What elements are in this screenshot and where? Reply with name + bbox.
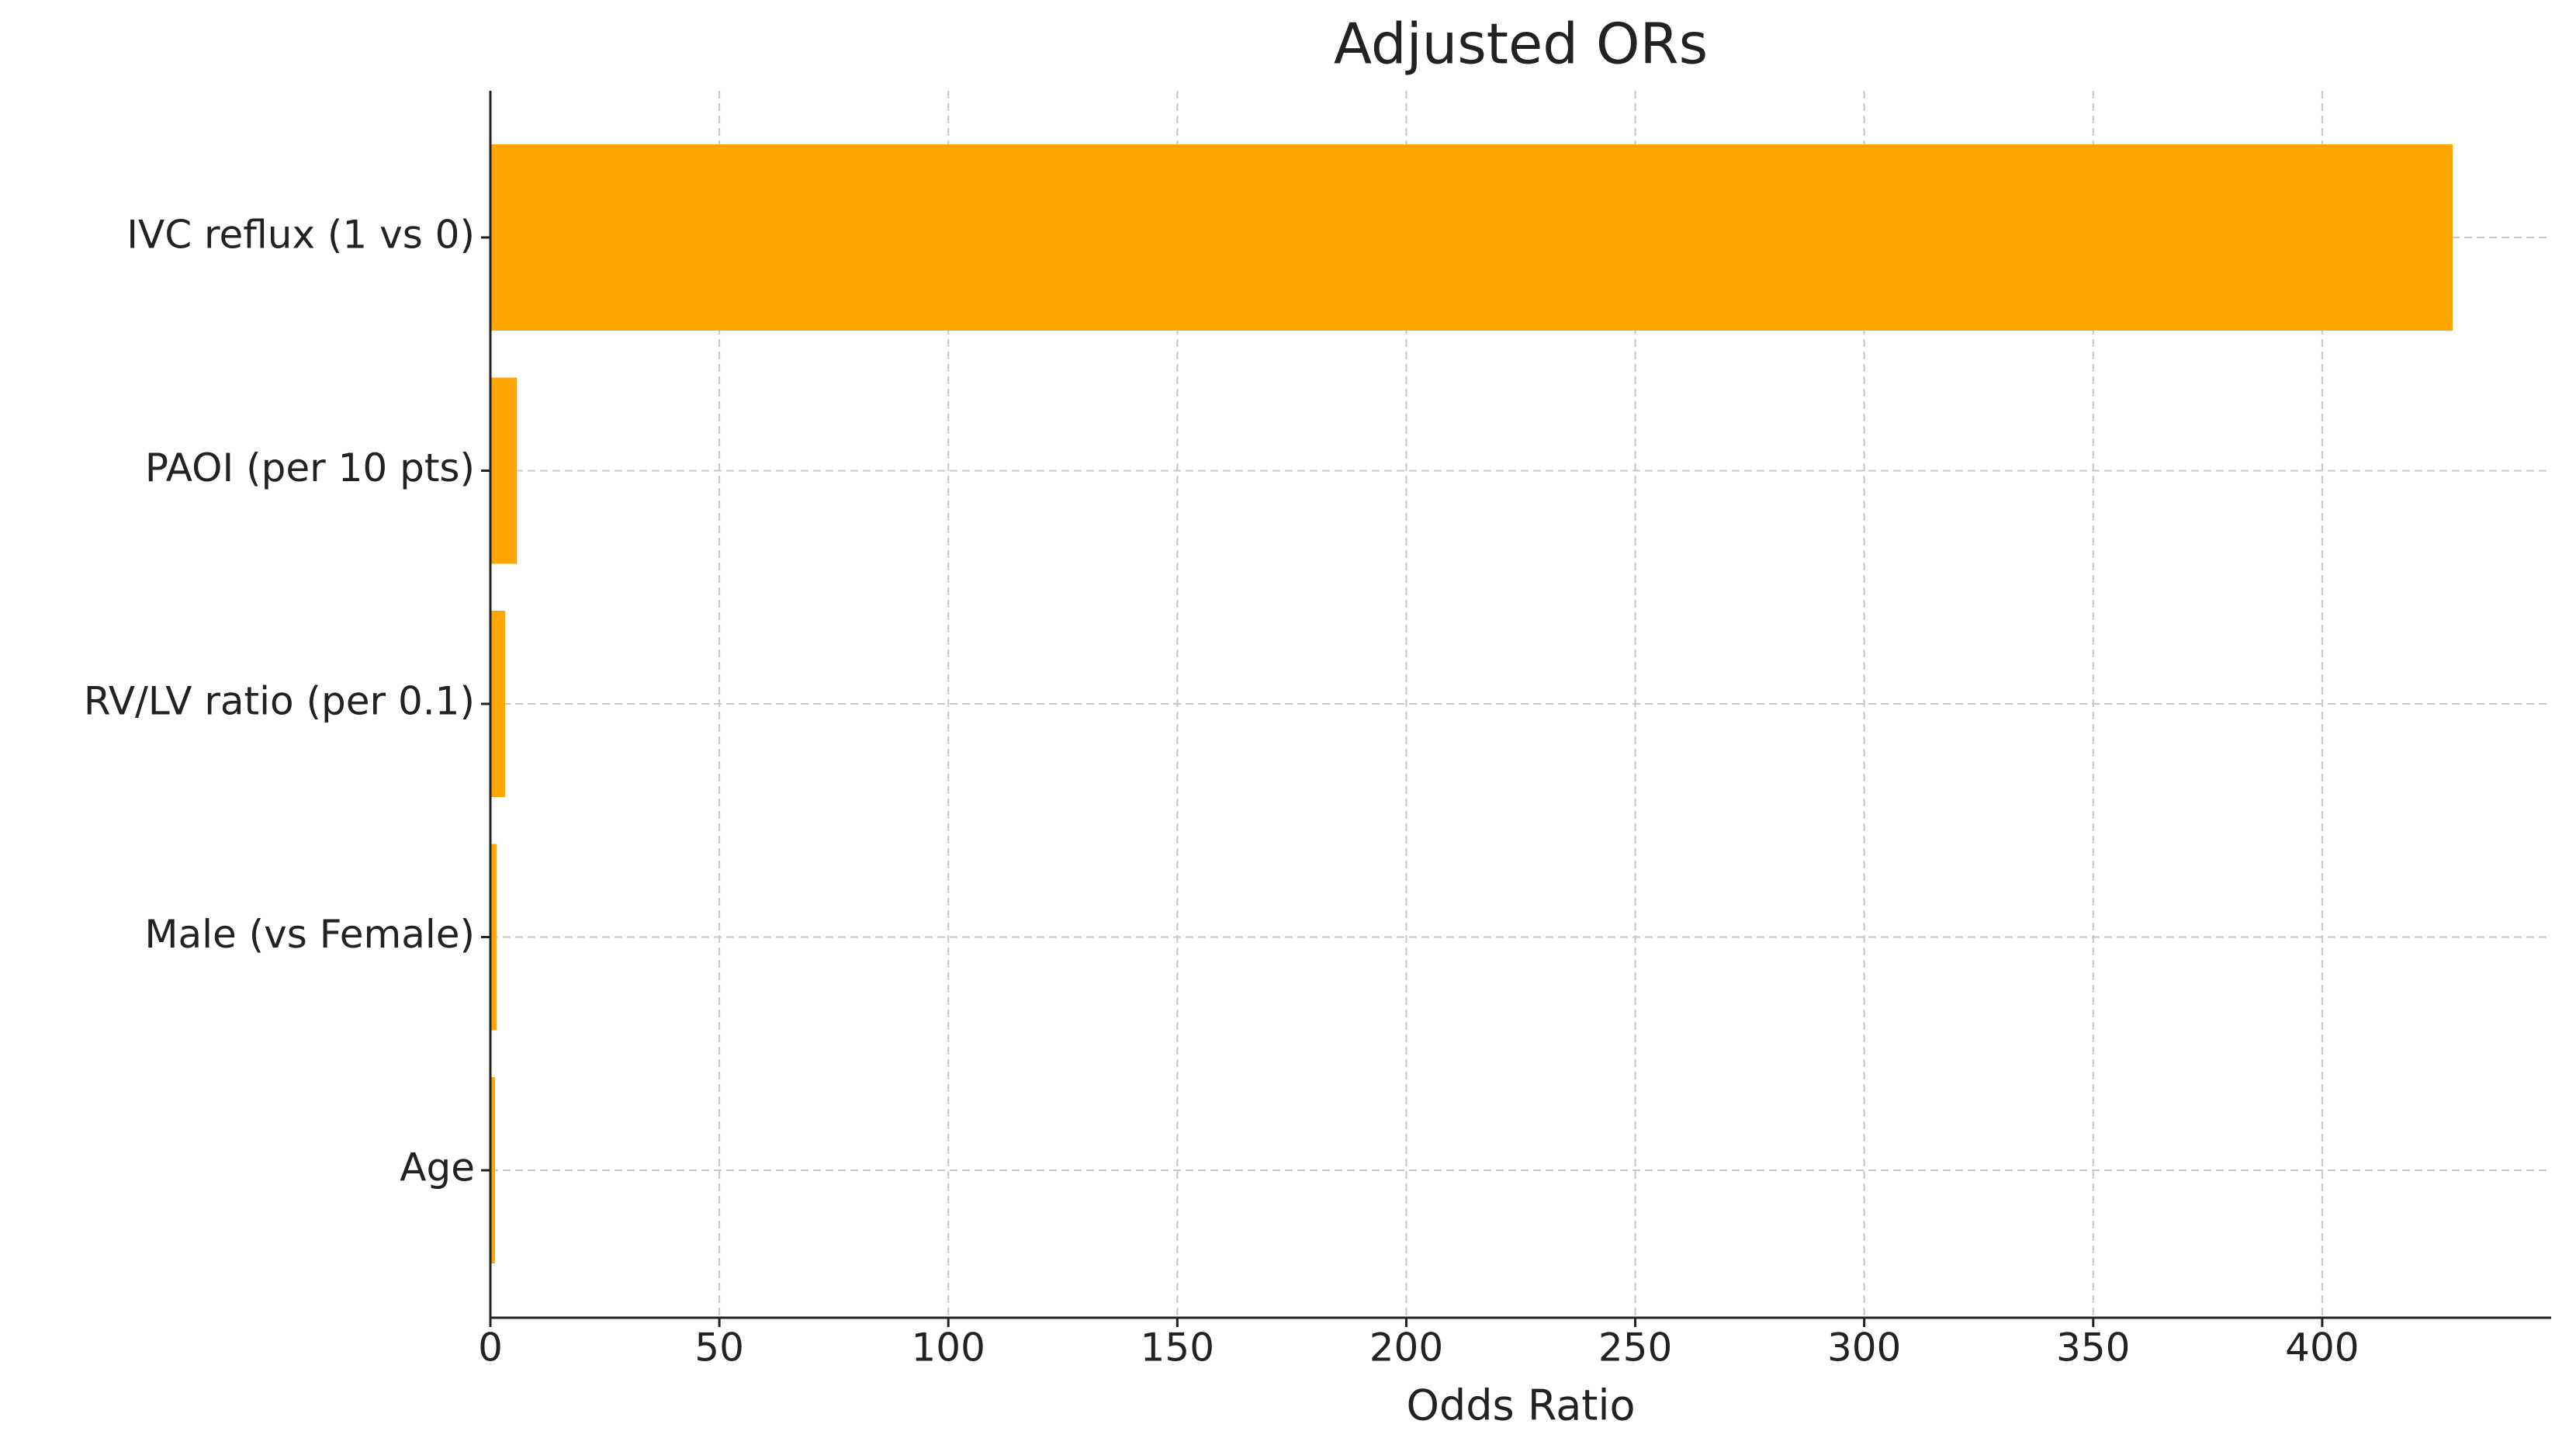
chart-title: Adjusted ORs <box>1334 12 1708 77</box>
x-tick-label: 200 <box>1369 1325 1443 1370</box>
x-tick-label: 100 <box>912 1325 985 1370</box>
bar <box>490 144 2453 331</box>
x-tick-label: 150 <box>1141 1325 1214 1370</box>
x-tick-label: 50 <box>694 1325 744 1370</box>
y-tick-label: Age <box>400 1145 475 1190</box>
y-tick-label: IVC reflux (1 vs 0) <box>126 213 475 258</box>
bar <box>490 611 505 797</box>
x-axis-label: Odds Ratio <box>1407 1381 1636 1430</box>
y-tick-label: RV/LV ratio (per 0.1) <box>84 679 475 724</box>
bar <box>490 844 497 1031</box>
x-tick-label: 400 <box>2285 1325 2359 1370</box>
x-tick-label: 300 <box>1827 1325 1901 1370</box>
y-tick-label: PAOI (per 10 pts) <box>145 445 475 490</box>
x-tick-label: 350 <box>2056 1325 2130 1370</box>
bar <box>490 1077 495 1263</box>
x-tick-label: 0 <box>478 1325 503 1370</box>
x-tick-label: 250 <box>1598 1325 1672 1370</box>
y-tick-label: Male (vs Female) <box>144 912 475 957</box>
bar <box>490 377 518 564</box>
